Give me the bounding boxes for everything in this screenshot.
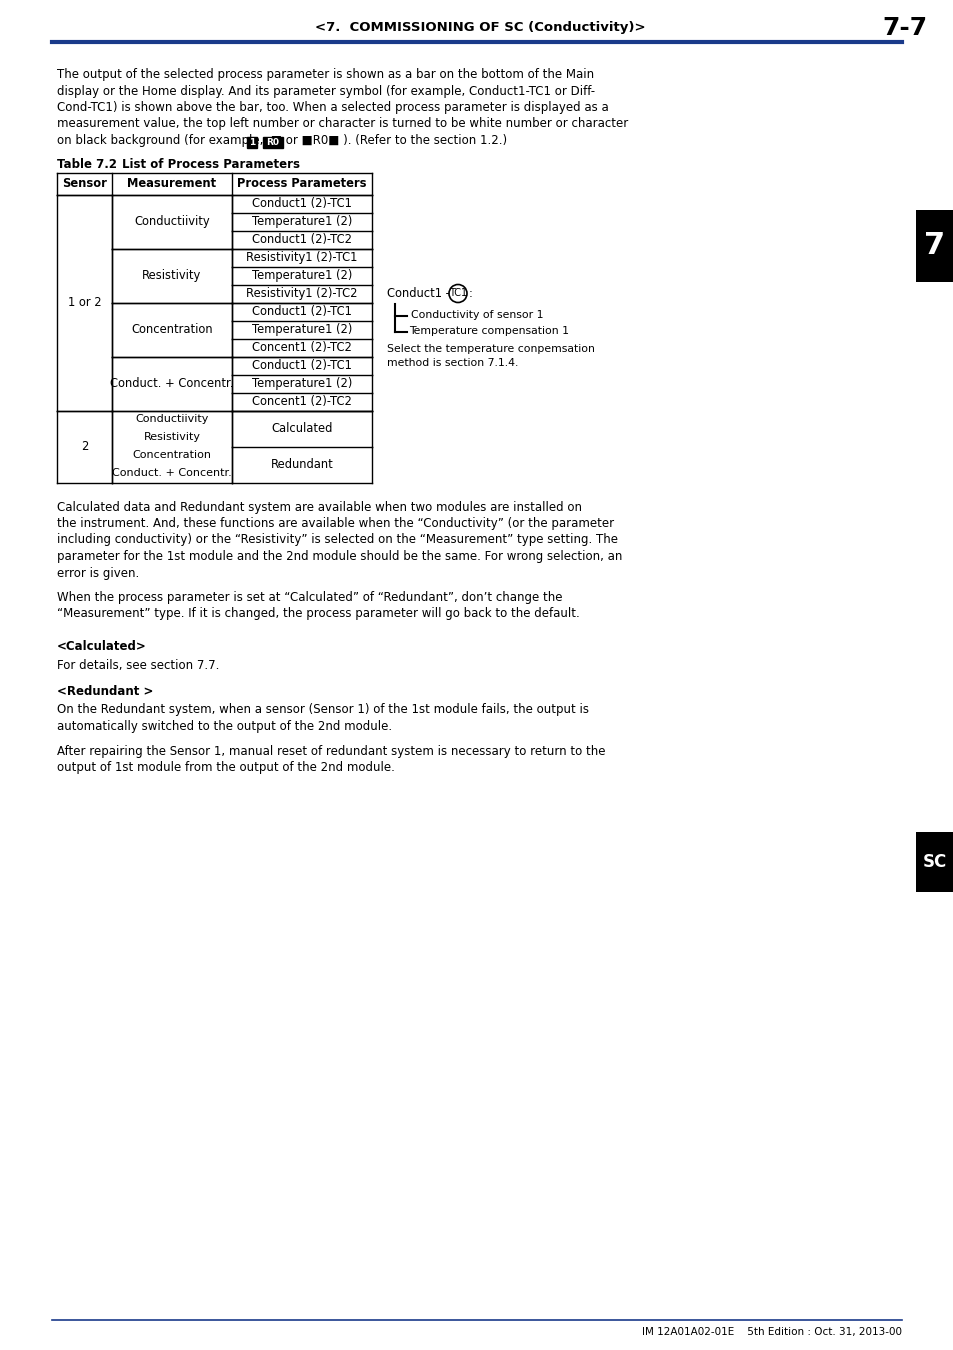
Text: Conduct1 -: Conduct1 - <box>387 288 449 300</box>
Text: Concent1 (2)-TC2: Concent1 (2)-TC2 <box>252 342 352 354</box>
Text: <Calculated>: <Calculated> <box>57 640 147 653</box>
Text: Resistivity1 (2)-TC1: Resistivity1 (2)-TC1 <box>246 251 357 265</box>
Text: Concent1 (2)-TC2: Concent1 (2)-TC2 <box>252 396 352 408</box>
Text: display or the Home display. And its parameter symbol (for example, Conduct1-TC1: display or the Home display. And its par… <box>57 85 595 97</box>
Text: parameter for the 1st module and the 2nd module should be the same. For wrong se: parameter for the 1st module and the 2nd… <box>57 549 621 563</box>
Text: Temperature compensation 1: Temperature compensation 1 <box>409 327 568 336</box>
Text: the instrument. And, these functions are available when the “Conductivity” (or t: the instrument. And, these functions are… <box>57 517 614 531</box>
Text: automatically switched to the output of the 2nd module.: automatically switched to the output of … <box>57 720 392 733</box>
Bar <box>915 832 953 892</box>
Text: SC: SC <box>922 853 946 871</box>
Text: Resistivity: Resistivity <box>142 269 201 282</box>
Text: When the process parameter is set at “Calculated” of “Redundant”, don’t change t: When the process parameter is set at “Ca… <box>57 591 562 603</box>
Text: Concentration: Concentration <box>132 323 213 336</box>
Text: Conduct1 (2)-TC1: Conduct1 (2)-TC1 <box>252 359 352 373</box>
Text: Calculated data and Redundant system are available when two modules are installe: Calculated data and Redundant system are… <box>57 501 581 513</box>
Text: 1 or 2: 1 or 2 <box>68 296 101 309</box>
Text: Sensor: Sensor <box>62 177 107 190</box>
Text: On the Redundant system, when a sensor (Sensor 1) of the 1st module fails, the o: On the Redundant system, when a sensor (… <box>57 703 588 717</box>
Text: TC1: TC1 <box>449 289 467 298</box>
Text: including conductivity) or the “Resistivity” is selected on the “Measurement” ty: including conductivity) or the “Resistiv… <box>57 533 618 547</box>
Text: :: : <box>469 288 473 300</box>
Text: “Measurement” type. If it is changed, the process parameter will go back to the : “Measurement” type. If it is changed, th… <box>57 608 579 621</box>
Text: Resistivity1 (2)-TC2: Resistivity1 (2)-TC2 <box>246 288 357 300</box>
Text: Resistivity: Resistivity <box>143 432 200 443</box>
Text: Process Parameters: Process Parameters <box>237 177 366 190</box>
Text: IM 12A01A02-01E    5th Edition : Oct. 31, 2013-00: IM 12A01A02-01E 5th Edition : Oct. 31, 2… <box>641 1327 901 1336</box>
Text: 2: 2 <box>81 440 88 454</box>
Text: Conduct. + Concentr.: Conduct. + Concentr. <box>112 468 232 478</box>
Bar <box>247 136 256 147</box>
Text: <Redundant >: <Redundant > <box>57 684 153 698</box>
Text: Temperature1 (2): Temperature1 (2) <box>252 323 352 336</box>
Bar <box>263 136 283 147</box>
Text: Conductivity of sensor 1: Conductivity of sensor 1 <box>411 310 543 320</box>
Text: For details, see section 7.7.: For details, see section 7.7. <box>57 659 219 671</box>
Text: Conduct. + Concentr.: Conduct. + Concentr. <box>111 377 233 390</box>
Text: Calculated: Calculated <box>271 423 333 435</box>
Text: on black background (for example,  ■ or ■R0■ ). (Refer to the section 1.2.): on black background (for example, ■ or ■… <box>57 134 507 147</box>
Text: Conduct1 (2)-TC1: Conduct1 (2)-TC1 <box>252 197 352 211</box>
Text: 7-7: 7-7 <box>882 16 926 40</box>
Text: Temperature1 (2): Temperature1 (2) <box>252 269 352 282</box>
Text: Temperature1 (2): Temperature1 (2) <box>252 215 352 228</box>
Text: Cond-TC1) is shown above the bar, too. When a selected process parameter is disp: Cond-TC1) is shown above the bar, too. W… <box>57 101 608 113</box>
Text: List of Process Parameters: List of Process Parameters <box>122 158 299 171</box>
Text: 7: 7 <box>923 231 944 261</box>
Text: output of 1st module from the output of the 2nd module.: output of 1st module from the output of … <box>57 761 395 774</box>
Text: Conduct1 (2)-TC1: Conduct1 (2)-TC1 <box>252 305 352 319</box>
Text: method is section 7.1.4.: method is section 7.1.4. <box>387 359 517 369</box>
Text: Redundant: Redundant <box>271 458 333 471</box>
Text: R0: R0 <box>266 138 279 147</box>
Text: The output of the selected process parameter is shown as a bar on the bottom of : The output of the selected process param… <box>57 68 594 81</box>
Text: Table 7.2: Table 7.2 <box>57 158 117 171</box>
Text: Measurement: Measurement <box>128 177 216 190</box>
Text: Conductiivity: Conductiivity <box>135 414 209 424</box>
Bar <box>915 211 953 282</box>
Text: 1: 1 <box>249 138 254 147</box>
Text: Conduct1 (2)-TC2: Conduct1 (2)-TC2 <box>252 234 352 246</box>
Text: Conductiivity: Conductiivity <box>134 215 210 228</box>
Text: After repairing the Sensor 1, manual reset of redundant system is necessary to r: After repairing the Sensor 1, manual res… <box>57 744 605 757</box>
Text: Concentration: Concentration <box>132 451 212 460</box>
Text: error is given.: error is given. <box>57 567 139 579</box>
Text: Select the temperature conpemsation: Select the temperature conpemsation <box>387 344 595 355</box>
Text: <7.  COMMISSIONING OF SC (Conductivity)>: <7. COMMISSIONING OF SC (Conductivity)> <box>314 22 644 35</box>
Text: measurement value, the top left number or character is turned to be white number: measurement value, the top left number o… <box>57 117 628 131</box>
Text: Temperature1 (2): Temperature1 (2) <box>252 377 352 390</box>
